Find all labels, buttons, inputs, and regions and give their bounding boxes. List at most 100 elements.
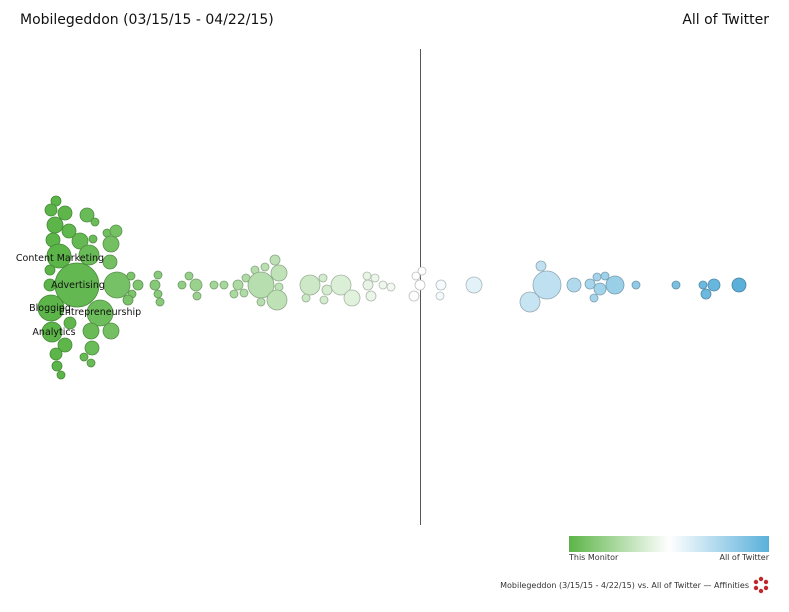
- bubble: [707, 278, 721, 292]
- bubble: [44, 264, 56, 276]
- bubble: [57, 205, 73, 221]
- bubble-label: Blogging: [29, 303, 71, 314]
- bubble: [189, 278, 203, 292]
- bubble: [532, 270, 562, 300]
- bubble: [593, 282, 607, 296]
- bubble: [51, 360, 63, 372]
- bubble: [270, 264, 288, 282]
- bubble: [153, 289, 163, 299]
- bubble: [41, 321, 63, 343]
- bubble: [79, 352, 89, 362]
- bubble: [84, 340, 100, 356]
- bubble-label: Analytics: [32, 327, 75, 338]
- bubble: [49, 347, 63, 361]
- bubble: [318, 273, 328, 283]
- bubble: [102, 254, 118, 270]
- bubble: [71, 232, 89, 250]
- bubble: [414, 279, 426, 291]
- comparison-title: All of Twitter: [682, 12, 769, 28]
- footer: Mobilegeddon (3/15/15 - 4/22/15) vs. All…: [500, 581, 749, 590]
- bubble: [731, 277, 747, 293]
- bubble: [56, 370, 66, 380]
- bubble: [86, 358, 96, 368]
- bubble: [365, 290, 377, 302]
- bubble: [192, 291, 202, 301]
- bubble: [266, 289, 288, 311]
- bubble: [408, 290, 420, 302]
- bubble: [229, 289, 239, 299]
- bubble: [435, 291, 445, 301]
- bubble: [149, 279, 161, 291]
- bubble: [153, 270, 163, 280]
- bubble: [126, 271, 136, 281]
- bubble: [592, 272, 602, 282]
- bubble-labels: Content Marketing Advertising BloggingEntr…: [16, 253, 141, 338]
- bubble: [86, 299, 114, 327]
- bubble: [46, 243, 72, 269]
- bubble: [321, 284, 333, 296]
- bubble: [435, 279, 447, 291]
- bubble: [269, 254, 281, 266]
- bubble: [50, 195, 62, 207]
- bubble: [362, 271, 372, 281]
- bubble: [343, 289, 361, 307]
- bubble: [386, 282, 396, 292]
- logo: [753, 576, 769, 594]
- bubble: [256, 297, 266, 307]
- bubble: [82, 322, 100, 340]
- bubble: [90, 217, 100, 227]
- bubbles: [37, 195, 747, 380]
- bubble: [232, 279, 244, 291]
- bubble: [132, 279, 144, 291]
- bubble: [671, 280, 681, 290]
- bubble: [43, 278, 57, 292]
- bubble: [109, 224, 123, 238]
- bubble: [184, 271, 194, 281]
- bubble: [362, 279, 374, 291]
- bubble: [122, 294, 134, 306]
- bubble-label: Entrepreneurship: [59, 307, 141, 318]
- legend-gradient: [569, 536, 769, 552]
- bubble: [46, 216, 64, 234]
- legend-right: All of Twitter: [719, 553, 769, 562]
- bubble: [177, 280, 187, 290]
- bubble: [155, 297, 165, 307]
- bubble: [319, 295, 329, 305]
- bubble: [519, 291, 541, 313]
- legend-left: This Monitor: [568, 553, 619, 562]
- bubble: [566, 277, 582, 293]
- bubble-label: Advertising: [51, 280, 105, 291]
- bubble: [589, 293, 599, 303]
- title: Mobilegeddon (03/15/15 - 04/22/15): [20, 12, 274, 28]
- bubble: [301, 293, 311, 303]
- bubble: [102, 235, 120, 253]
- bubble: [330, 274, 352, 296]
- bubble: [57, 337, 73, 353]
- bubble: [378, 280, 388, 290]
- bubble: [79, 207, 95, 223]
- bubble: [465, 276, 483, 294]
- bubble: [584, 278, 596, 290]
- bubble: [260, 262, 270, 272]
- bubble: [370, 273, 380, 283]
- bubble: [103, 271, 131, 299]
- bubble: [239, 288, 249, 298]
- bubble: [700, 288, 712, 300]
- bubble: [411, 271, 421, 281]
- bubble: [299, 274, 321, 296]
- bubble: [631, 280, 641, 290]
- bubble: [698, 280, 708, 290]
- bubble: [63, 316, 77, 330]
- bubble: [44, 203, 58, 217]
- bubble: [219, 280, 229, 290]
- bubble: [61, 223, 77, 239]
- bubble-label: Content Marketing: [16, 253, 104, 264]
- bubble: [37, 294, 65, 322]
- bubble: [535, 260, 547, 272]
- bubble: [88, 234, 98, 244]
- bubble: [417, 266, 427, 276]
- bubble: [102, 322, 120, 340]
- bubble: [600, 271, 610, 281]
- bubble: [209, 280, 219, 290]
